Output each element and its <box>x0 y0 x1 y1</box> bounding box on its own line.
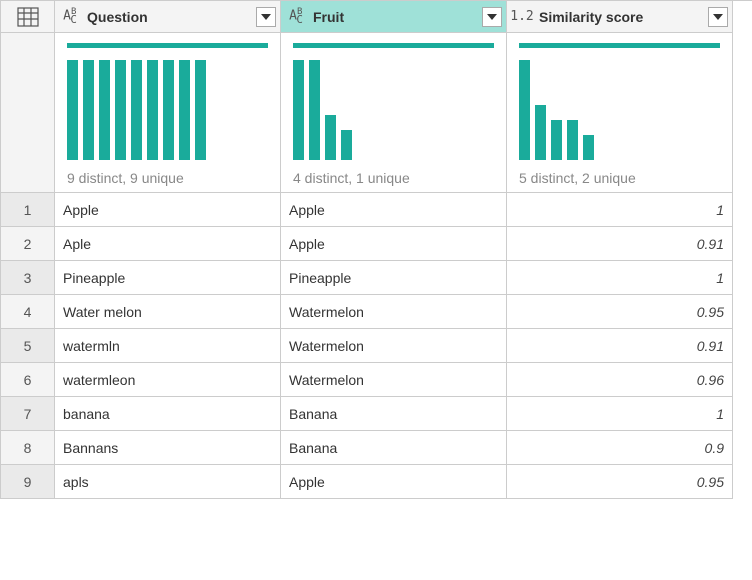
cell-question[interactable]: watermln <box>55 329 281 363</box>
cell-similarity[interactable]: 0.9 <box>507 431 733 465</box>
distribution-bar <box>115 60 126 160</box>
distribution-bar <box>309 60 320 160</box>
distribution-bar <box>293 60 304 160</box>
cell-similarity[interactable]: 0.95 <box>507 295 733 329</box>
distribution-bar <box>147 60 158 160</box>
cell-question[interactable]: Aple <box>55 227 281 261</box>
cell-similarity[interactable]: 0.91 <box>507 329 733 363</box>
filter-dropdown-button[interactable] <box>256 7 276 27</box>
distribution-bar <box>583 135 594 160</box>
filter-dropdown-button[interactable] <box>708 7 728 27</box>
row-number[interactable]: 5 <box>1 329 55 363</box>
profile-corner <box>1 33 55 193</box>
column-name: Similarity score <box>537 9 708 25</box>
row-number[interactable]: 1 <box>1 193 55 227</box>
cell-fruit[interactable]: Banana <box>281 397 507 431</box>
row-number[interactable]: 2 <box>1 227 55 261</box>
row-number[interactable]: 9 <box>1 465 55 499</box>
distribution-bar <box>535 105 546 160</box>
distribution-bar <box>519 60 530 160</box>
type-icon-text: ABC <box>55 7 85 26</box>
distribution-bar <box>341 130 352 160</box>
column-profile-similarity[interactable]: 5 distinct, 2 unique <box>507 33 733 193</box>
quality-bar <box>293 43 494 48</box>
distribution-bar <box>67 60 78 160</box>
quality-bar <box>519 43 720 48</box>
row-number[interactable]: 8 <box>1 431 55 465</box>
cell-fruit[interactable]: Watermelon <box>281 329 507 363</box>
distribution-bar <box>195 60 206 160</box>
cell-similarity[interactable]: 0.95 <box>507 465 733 499</box>
cell-question[interactable]: Bannans <box>55 431 281 465</box>
cell-fruit[interactable]: Watermelon <box>281 363 507 397</box>
distribution-bar <box>83 60 94 160</box>
distribution-bar <box>179 60 190 160</box>
cell-similarity[interactable]: 1 <box>507 193 733 227</box>
cell-fruit[interactable]: Banana <box>281 431 507 465</box>
profile-summary: 5 distinct, 2 unique <box>519 166 720 186</box>
quality-bar <box>67 43 268 48</box>
cell-question[interactable]: banana <box>55 397 281 431</box>
cell-fruit[interactable]: Apple <box>281 193 507 227</box>
cell-question[interactable]: Water melon <box>55 295 281 329</box>
column-profile-question[interactable]: 9 distinct, 9 unique <box>55 33 281 193</box>
type-icon-text: ABC <box>281 7 311 26</box>
distribution-bar <box>131 60 142 160</box>
type-icon-number: 1.2 <box>507 9 537 24</box>
cell-similarity[interactable]: 1 <box>507 397 733 431</box>
cell-fruit[interactable]: Apple <box>281 227 507 261</box>
distribution-bars <box>293 54 494 166</box>
column-name: Fruit <box>311 9 482 25</box>
distribution-bar <box>567 120 578 160</box>
cell-similarity[interactable]: 1 <box>507 261 733 295</box>
cell-similarity[interactable]: 0.96 <box>507 363 733 397</box>
cell-question[interactable]: Apple <box>55 193 281 227</box>
cell-similarity[interactable]: 0.91 <box>507 227 733 261</box>
column-name: Question <box>85 9 256 25</box>
profile-summary: 4 distinct, 1 unique <box>293 166 494 186</box>
data-table: ABC Question ABC Fruit 1.2 Similarity sc… <box>0 0 752 499</box>
cell-fruit[interactable]: Apple <box>281 465 507 499</box>
row-number[interactable]: 3 <box>1 261 55 295</box>
row-number[interactable]: 7 <box>1 397 55 431</box>
column-header-question[interactable]: ABC Question <box>55 1 281 33</box>
distribution-bar <box>163 60 174 160</box>
column-profile-fruit[interactable]: 4 distinct, 1 unique <box>281 33 507 193</box>
distribution-bars <box>67 54 268 166</box>
profile-summary: 9 distinct, 9 unique <box>67 166 268 186</box>
cell-question[interactable]: Pineapple <box>55 261 281 295</box>
cell-question[interactable]: watermleon <box>55 363 281 397</box>
row-number[interactable]: 6 <box>1 363 55 397</box>
filter-dropdown-button[interactable] <box>482 7 502 27</box>
column-header-similarity-score[interactable]: 1.2 Similarity score <box>507 1 733 33</box>
table-corner-icon <box>1 1 55 33</box>
distribution-bar <box>551 120 562 160</box>
cell-fruit[interactable]: Pineapple <box>281 261 507 295</box>
distribution-bars <box>519 54 720 166</box>
distribution-bar <box>99 60 110 160</box>
distribution-bar <box>325 115 336 160</box>
cell-fruit[interactable]: Watermelon <box>281 295 507 329</box>
column-header-fruit[interactable]: ABC Fruit <box>281 1 507 33</box>
row-number[interactable]: 4 <box>1 295 55 329</box>
cell-question[interactable]: apls <box>55 465 281 499</box>
